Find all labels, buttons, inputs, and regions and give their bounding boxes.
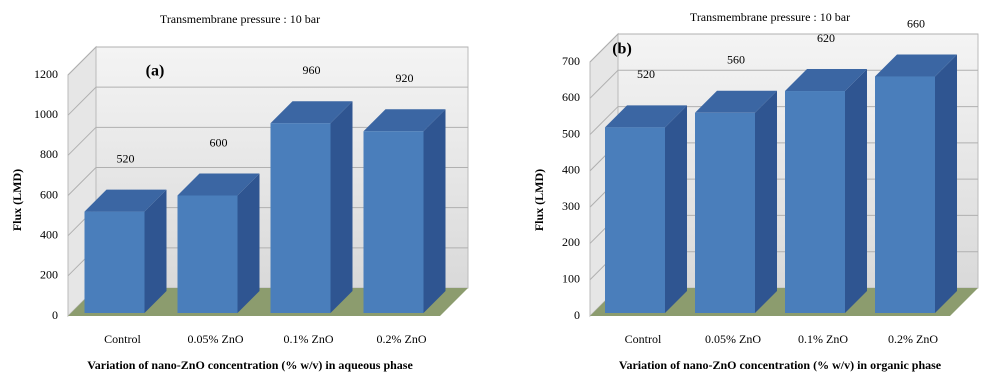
y-tick-label: 600 [40,187,58,201]
x-tick-label: 0.05% ZnO [188,332,244,346]
bar-top [177,173,260,196]
bar-top [84,189,167,212]
chart-title: Transmembrane pressure : 10 bar [690,10,850,24]
y-tick-label: 700 [562,54,580,68]
y-tick-label: 500 [562,126,580,140]
y-tick-label: 1000 [34,107,58,121]
y-tick-label: 800 [40,147,58,161]
x-tick-label: 0.2% ZnO [377,332,427,346]
value-label: 920 [396,71,414,85]
bar [177,195,238,313]
bar-side [845,69,867,314]
value-label: 660 [907,16,925,30]
value-label: 600 [210,135,228,149]
bar-top [785,69,867,92]
y-tick-label: 200 [562,235,580,249]
panel-label: (a) [146,63,165,80]
value-label: 960 [303,63,321,77]
bar [875,76,935,313]
bar-side [237,173,260,313]
x-axis-label: Variation of nano-ZnO concentration (% w… [87,358,413,372]
y-tick-label: 200 [40,268,58,282]
bar [270,123,331,313]
y-tick-label: 300 [562,199,580,213]
bar [363,131,424,313]
x-tick-label: 0.1% ZnO [798,332,848,346]
y-tick-label: 400 [40,227,58,241]
y-tick-label: 400 [562,163,580,177]
x-tick-label: 0.05% ZnO [705,332,761,346]
bar-top [605,105,687,128]
bar [695,112,755,313]
bar-side [935,54,957,314]
bar-top [875,54,957,77]
x-tick-label: 0.2% ZnO [888,332,938,346]
y-axis-label: Flux (LMD) [532,169,546,231]
bar-side [330,101,353,313]
value-label: 620 [817,31,835,45]
bar-side [144,189,167,313]
y-tick-label: 1200 [34,67,58,81]
value-label: 520 [637,67,655,81]
grid-line [67,86,468,116]
bar-side [423,109,446,313]
bar-top [363,109,446,132]
x-tick-label: Control [625,332,662,346]
panel-label: (b) [612,41,632,58]
bar [84,211,145,313]
bar [785,91,845,314]
bar-side [755,90,777,313]
bar-top [695,90,777,113]
value-label: 560 [727,53,745,67]
x-tick-label: Control [104,332,141,346]
x-axis-label: Variation of nano-ZnO concentration (% w… [619,358,942,372]
x-tick-label: 0.1% ZnO [284,332,334,346]
y-tick-label: 100 [562,271,580,285]
chart-title: Transmembrane pressure : 10 bar [160,12,320,26]
bar-top [270,101,353,124]
grid-line [589,33,978,63]
y-axis-label: Flux (LMD) [10,169,24,231]
y-tick-label: 0 [52,308,58,322]
bar [605,127,665,313]
bar-side [665,105,687,313]
grid-line [67,46,468,76]
y-tick-label: 600 [562,90,580,104]
value-label: 520 [117,151,135,165]
y-tick-label: 0 [574,308,580,322]
